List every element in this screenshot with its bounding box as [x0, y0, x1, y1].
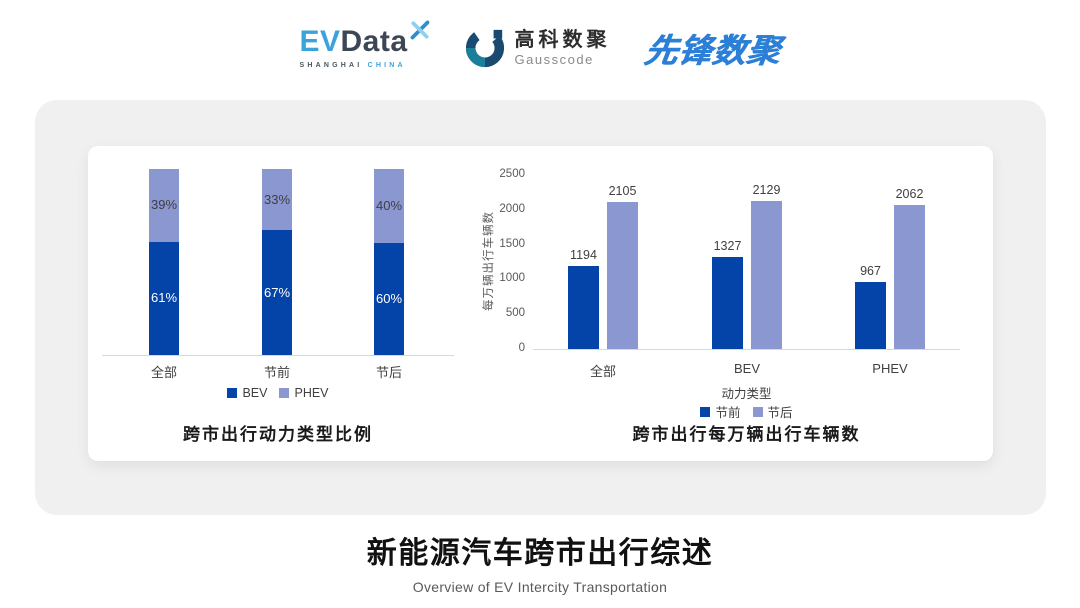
bar-value-label: 1194: [570, 247, 597, 262]
bar-bev-2: 60%: [374, 243, 404, 355]
header-logos: EV Data SHANGHAI CHINA 高科数聚 Gausscode 先锋数…: [0, 20, 1080, 72]
y-tick-label: 0: [518, 342, 525, 354]
bar-0-2: [855, 281, 886, 349]
gausscode-wordmark: 高科数聚 Gausscode: [515, 29, 611, 67]
evdata-logo: EV Data SHANGHAI CHINA: [299, 20, 429, 69]
bar-phev-2: 40%: [374, 169, 404, 244]
evdata-x-icon: [410, 20, 429, 40]
legend-swatch: [700, 406, 711, 417]
legend-swatch: [279, 388, 290, 398]
bar-segment-label: 61%: [150, 290, 178, 306]
legend-label: 节前: [715, 406, 741, 420]
page-subtitle: Overview of EV Intercity Transportation: [412, 579, 668, 595]
bar-value-label: 2129: [752, 182, 781, 197]
bar-segment-label: 39%: [150, 197, 178, 213]
evdata-data-text: Data: [340, 25, 408, 58]
bar-value-label: 2062: [895, 187, 924, 202]
bar-value-label: 967: [860, 263, 881, 278]
y-axis-title: 每万辆出行车辆数: [483, 211, 495, 311]
bar-phev-1: 33%: [262, 169, 292, 231]
bar-value-label: 1327: [713, 238, 742, 253]
chart-panel: 61% 39% 全部 67% 33% 节前 60% 40% 节后 BEV PHEV 跨市出行动力类型比…: [35, 100, 1046, 515]
evdata-wordmark: EV Data: [299, 20, 429, 58]
legend-label: PHEV: [294, 386, 329, 400]
bar-0-0: [568, 265, 599, 349]
y-tick-label: 500: [505, 307, 525, 320]
gausscode-en-text: Gausscode: [514, 52, 594, 67]
legend: BEV PHEV: [102, 386, 454, 400]
chart-title: 跨市出行每万辆出行车辆数: [632, 425, 861, 444]
gausscode-g-icon: [465, 28, 504, 68]
legend-label: BEV: [242, 386, 268, 400]
bar-segment-label: 60%: [375, 291, 403, 307]
x-tick-label: PHEV: [872, 361, 908, 376]
x-tick-label: 全部: [589, 364, 616, 379]
bar-bev-1: 67%: [262, 230, 292, 355]
x-axis-line: [102, 355, 454, 356]
y-tick-label: 1000: [499, 272, 525, 285]
legend-item: 节后: [752, 402, 793, 421]
legend-label: 节后: [767, 406, 793, 420]
gausscode-logo: 高科数聚 Gausscode: [464, 27, 611, 69]
bar-1-2: [894, 205, 925, 349]
chart-title: 跨市出行动力类型比例: [183, 425, 373, 444]
y-tick-label: 1500: [499, 237, 525, 250]
grouped-bar-chart-trips-per-10k: 每万辆出行车辆数 0 500 1000 1500 2000 2500 1194 2105 全部 13…: [480, 146, 985, 461]
page-title: 新能源汽车跨市出行综述: [366, 537, 714, 570]
legend-item: PHEV: [279, 386, 329, 400]
bar-1-1: [751, 200, 782, 349]
x-axis-title: 动力类型: [721, 387, 772, 401]
y-tick-label: 2500: [499, 168, 525, 180]
bar-segment-label: 33%: [263, 191, 291, 207]
footer: 新能源汽车跨市出行综述 Overview of EV Intercity Tra…: [0, 528, 1080, 595]
bar-phev-0: 39%: [149, 169, 179, 242]
legend: 节前 节后: [533, 402, 960, 421]
bar-0-1: [712, 256, 743, 349]
y-tick-label: 2000: [499, 202, 525, 215]
x-axis-line: [533, 349, 960, 350]
pioneer-logo: 先锋数聚: [641, 32, 783, 69]
x-tick-label: 节后: [375, 365, 402, 380]
evdata-shanghai-text: SHANGHAI: [299, 62, 363, 69]
evdata-subtext: SHANGHAI CHINA: [299, 62, 405, 69]
legend-item: 节前: [700, 402, 741, 421]
x-tick-label: 节前: [263, 365, 290, 380]
bar-segment-label: 67%: [263, 284, 291, 300]
bar-1-0: [607, 202, 638, 349]
chart-canvas: 61% 39% 全部 67% 33% 节前 60% 40% 节后 BEV PHEV 跨市出行动力类型比…: [88, 146, 993, 461]
bar-bev-0: 61%: [149, 241, 179, 355]
bar-value-label: 2105: [608, 184, 637, 199]
legend-swatch: [227, 388, 238, 398]
evdata-china-text: CHINA: [367, 62, 406, 69]
evdata-ev-text: EV: [299, 25, 341, 58]
stacked-bar-chart-power-type-ratio: 61% 39% 全部 67% 33% 节前 60% 40% 节后 BEV PHEV 跨市出行动力类型比…: [102, 146, 508, 461]
gausscode-cn-text: 高科数聚: [514, 29, 611, 51]
x-tick-label: 全部: [150, 365, 177, 380]
x-tick-label: BEV: [733, 361, 760, 376]
bar-segment-label: 40%: [375, 198, 403, 214]
legend-item: BEV: [227, 386, 267, 400]
legend-swatch: [752, 406, 763, 417]
